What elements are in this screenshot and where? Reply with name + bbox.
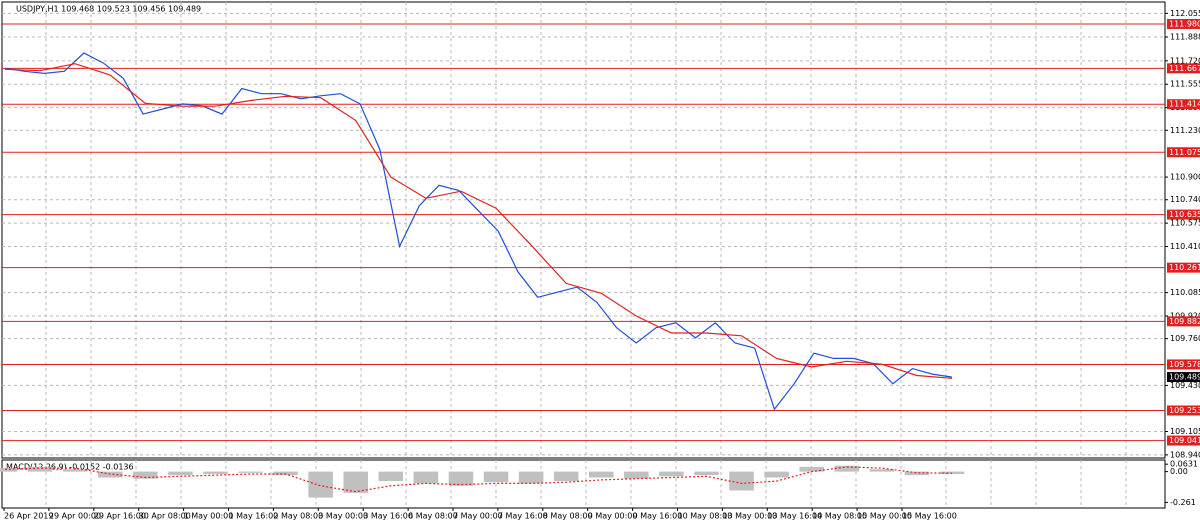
x-tick-label: 1 May 16:00 (229, 512, 279, 521)
macd-bar (308, 471, 333, 498)
macd-tick-label: 0.0631 (1170, 460, 1198, 469)
macd-bar (799, 466, 824, 472)
macd-bar (764, 471, 789, 478)
level-label: 110.261 (1169, 263, 1200, 272)
level-tag (1167, 18, 1200, 29)
level-tag (1167, 405, 1200, 416)
x-tick-label: 2 May 08:00 (273, 512, 323, 521)
level-label: 109.041 (1169, 436, 1200, 445)
x-tick-label: 14 May 08:00 (812, 512, 867, 521)
last-price-tag (1167, 372, 1200, 383)
macd-bar (413, 471, 439, 484)
x-tick-label: 1 May 00:00 (184, 512, 234, 521)
x-tick-label: 15 May 16:00 (902, 512, 957, 521)
level-label: 111.667 (1169, 64, 1200, 73)
macd-tick-label: 0.00 (1170, 467, 1188, 476)
y-tick-label: 110.575 (1170, 219, 1200, 228)
y-tick-label: 110.410 (1170, 242, 1200, 251)
y-tick-label: 110.900 (1170, 173, 1200, 182)
main-frame (1, 1, 1166, 459)
macd-bar (168, 471, 193, 476)
chart-title: USDJPY,H1 109.468 109.523 109.456 109.48… (16, 5, 201, 14)
x-tick-label: 9 May 00:00 (588, 512, 638, 521)
macd-bar (0, 468, 18, 472)
macd-bar (553, 471, 579, 482)
macd-bar (869, 469, 895, 472)
x-tick-label: 29 Apr 00:00 (49, 512, 101, 521)
macd-bar (133, 471, 158, 479)
x-tick-label: 13 May 16:00 (767, 512, 822, 521)
level-tag (1167, 316, 1200, 327)
y-tick-label: 111.555 (1170, 80, 1200, 89)
y-tick-label: 110.085 (1170, 288, 1200, 297)
macd-bar (483, 471, 509, 483)
y-tick-label: 111.720 (1170, 56, 1200, 65)
level-tag (1167, 262, 1200, 273)
x-tick-label: 13 May 00:00 (722, 512, 777, 521)
level-tag (1167, 435, 1200, 446)
x-tick-label: 3 May 16:00 (363, 512, 413, 521)
x-tick-label: 26 Apr 2019 (4, 512, 53, 521)
level-label: 109.882 (1169, 317, 1200, 326)
x-tick-label: 15 May 00:00 (857, 512, 912, 521)
macd-bar (659, 471, 684, 477)
price-line (4, 63, 953, 379)
macd-bar (834, 465, 860, 472)
macd-bar (694, 471, 719, 476)
macd-bar (62, 469, 88, 472)
x-tick-label: 30 Apr 08:00 (139, 512, 191, 521)
level-tag (1167, 147, 1200, 158)
level-label: 111.075 (1169, 148, 1200, 157)
level-tag (1167, 63, 1200, 74)
level-label: 111.414 (1169, 100, 1200, 109)
macd-signal (4, 466, 953, 493)
macd-bar (27, 466, 53, 472)
y-tick-label: 109.105 (1170, 427, 1200, 436)
y-tick-label: 111.888 (1170, 33, 1200, 42)
macd-bar (588, 471, 614, 478)
y-tick-label: 111.230 (1170, 126, 1200, 135)
x-tick-label: 3 May 00:00 (318, 512, 368, 521)
macd-bar (624, 471, 649, 479)
level-tag (1167, 359, 1200, 370)
y-tick-label: 109.920 (1170, 311, 1200, 320)
macd-tick-label: -0.261 (1170, 498, 1196, 507)
last-price-label: 109.489 (1169, 373, 1200, 382)
level-tag (1167, 99, 1200, 110)
macd-label: MACD(12,26,9) -0.0152 -0.0136 (6, 463, 134, 472)
x-tick-label: 7 May 16:00 (498, 512, 548, 521)
x-tick-label: 7 May 00:00 (453, 512, 503, 521)
x-tick-label: 8 May 08:00 (543, 512, 593, 521)
level-label: 109.578 (1169, 360, 1200, 369)
macd-bar (904, 471, 930, 476)
level-label: 110.635 (1169, 210, 1200, 219)
macd-bar (238, 471, 263, 473)
price-line (4, 52, 953, 411)
macd-bar (518, 471, 544, 484)
y-tick-label: 108.940 (1170, 450, 1200, 459)
y-tick-label: 112.055 (1170, 9, 1200, 18)
level-label: 109.253 (1169, 406, 1200, 415)
y-tick-label: 110.740 (1170, 195, 1200, 204)
level-label: 111.980 (1169, 19, 1200, 28)
x-tick-label: 9 May 16:00 (633, 512, 683, 521)
y-tick-label: 109.760 (1170, 334, 1200, 343)
macd-frame (1, 459, 1166, 509)
macd-bar (448, 471, 474, 486)
y-tick-label: 109.430 (1170, 381, 1200, 390)
x-tick-label: 29 Apr 16:00 (94, 512, 146, 521)
macd-bar (729, 471, 754, 491)
x-tick-label: 6 May 08:00 (408, 512, 458, 521)
macd-bar (343, 471, 369, 493)
x-tick-label: 10 May 08:00 (678, 512, 733, 521)
macd-bar (273, 471, 298, 476)
macd-bar (378, 471, 404, 482)
level-tag (1167, 209, 1200, 220)
macd-bar (203, 471, 228, 474)
